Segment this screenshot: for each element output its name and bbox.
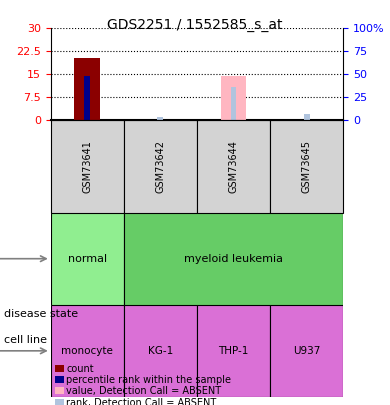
Text: GSM73644: GSM73644 — [229, 140, 239, 193]
Text: KG-1: KG-1 — [148, 346, 173, 356]
Text: cell line: cell line — [4, 335, 47, 345]
Bar — [304, 114, 310, 121]
Text: value, Detection Call = ABSENT: value, Detection Call = ABSENT — [66, 386, 222, 396]
FancyBboxPatch shape — [124, 213, 343, 305]
Bar — [221, 76, 246, 121]
Text: monocyte: monocyte — [61, 346, 113, 356]
FancyBboxPatch shape — [51, 213, 124, 305]
Text: percentile rank within the sample: percentile rank within the sample — [66, 375, 231, 385]
FancyBboxPatch shape — [124, 121, 197, 213]
Text: count: count — [66, 364, 94, 373]
FancyBboxPatch shape — [197, 305, 270, 397]
FancyBboxPatch shape — [197, 121, 270, 213]
FancyBboxPatch shape — [51, 305, 124, 397]
Text: GSM73645: GSM73645 — [301, 140, 312, 193]
Bar — [158, 117, 163, 121]
Text: myeloid leukemia: myeloid leukemia — [184, 254, 283, 264]
FancyBboxPatch shape — [51, 121, 124, 213]
Bar — [74, 58, 100, 121]
Text: GDS2251 / 1552585_s_at: GDS2251 / 1552585_s_at — [107, 18, 283, 32]
Text: disease state: disease state — [4, 309, 78, 319]
Text: THP-1: THP-1 — [218, 346, 249, 356]
Text: GSM73641: GSM73641 — [82, 140, 92, 193]
FancyBboxPatch shape — [270, 121, 343, 213]
FancyBboxPatch shape — [270, 305, 343, 397]
Text: GSM73642: GSM73642 — [155, 140, 165, 193]
FancyBboxPatch shape — [124, 305, 197, 397]
Bar — [84, 76, 90, 121]
Text: U937: U937 — [293, 346, 320, 356]
Text: normal: normal — [68, 254, 107, 264]
Bar — [230, 87, 236, 121]
Text: rank, Detection Call = ABSENT: rank, Detection Call = ABSENT — [66, 398, 216, 405]
